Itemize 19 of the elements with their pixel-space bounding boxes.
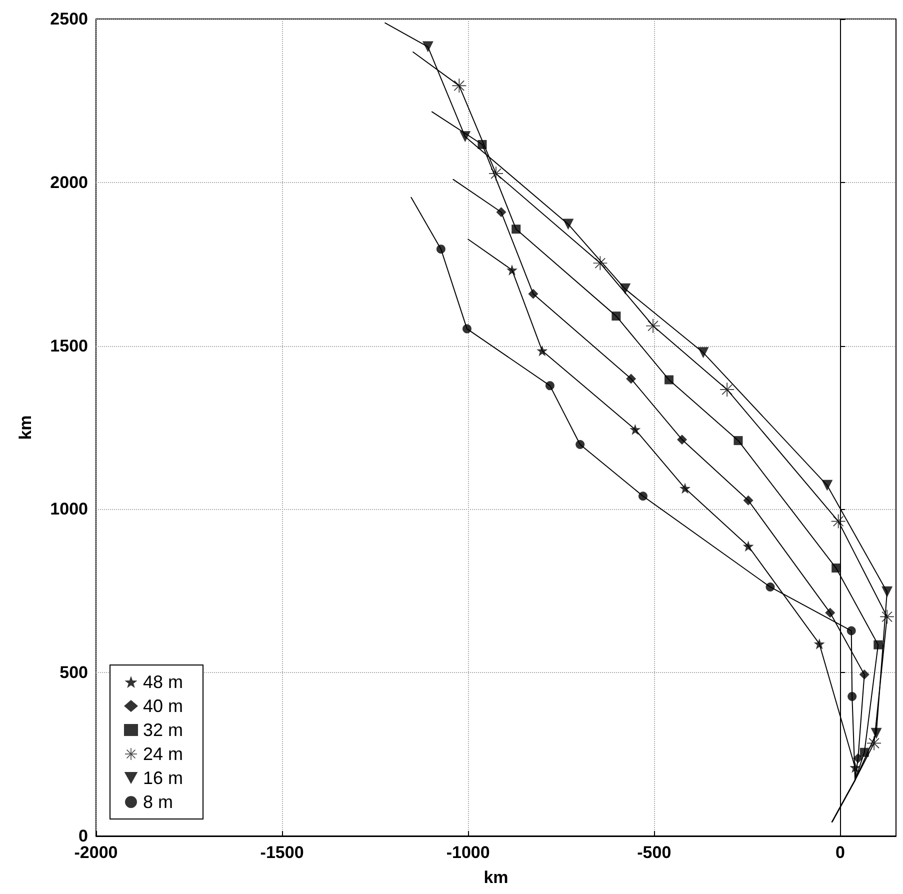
x-axis-title: km bbox=[484, 868, 508, 887]
y-tick-label: 1500 bbox=[50, 336, 88, 356]
legend-label: 8 m bbox=[143, 792, 174, 812]
legend-label: 24 m bbox=[143, 744, 184, 764]
legend-label: 40 m bbox=[143, 696, 184, 716]
y-tick-label: 0 bbox=[78, 826, 88, 846]
y-tick-label: 500 bbox=[60, 663, 88, 682]
y-tick-label: 2500 bbox=[50, 10, 88, 28]
legend-label: 48 m bbox=[143, 672, 184, 692]
legend-label: 32 m bbox=[143, 720, 184, 740]
x-tick-label: 0 bbox=[835, 843, 845, 862]
y-tick-label: 1000 bbox=[50, 500, 88, 519]
x-tick-label: -1000 bbox=[446, 843, 490, 862]
x-tick-label: -1500 bbox=[260, 843, 304, 862]
y-axis-title: km bbox=[16, 415, 35, 440]
legend-label: 16 m bbox=[143, 768, 184, 788]
y-tick-label: 2000 bbox=[50, 172, 88, 192]
x-tick-label: -2000 bbox=[74, 843, 118, 862]
x-tick-label: -500 bbox=[637, 843, 672, 862]
